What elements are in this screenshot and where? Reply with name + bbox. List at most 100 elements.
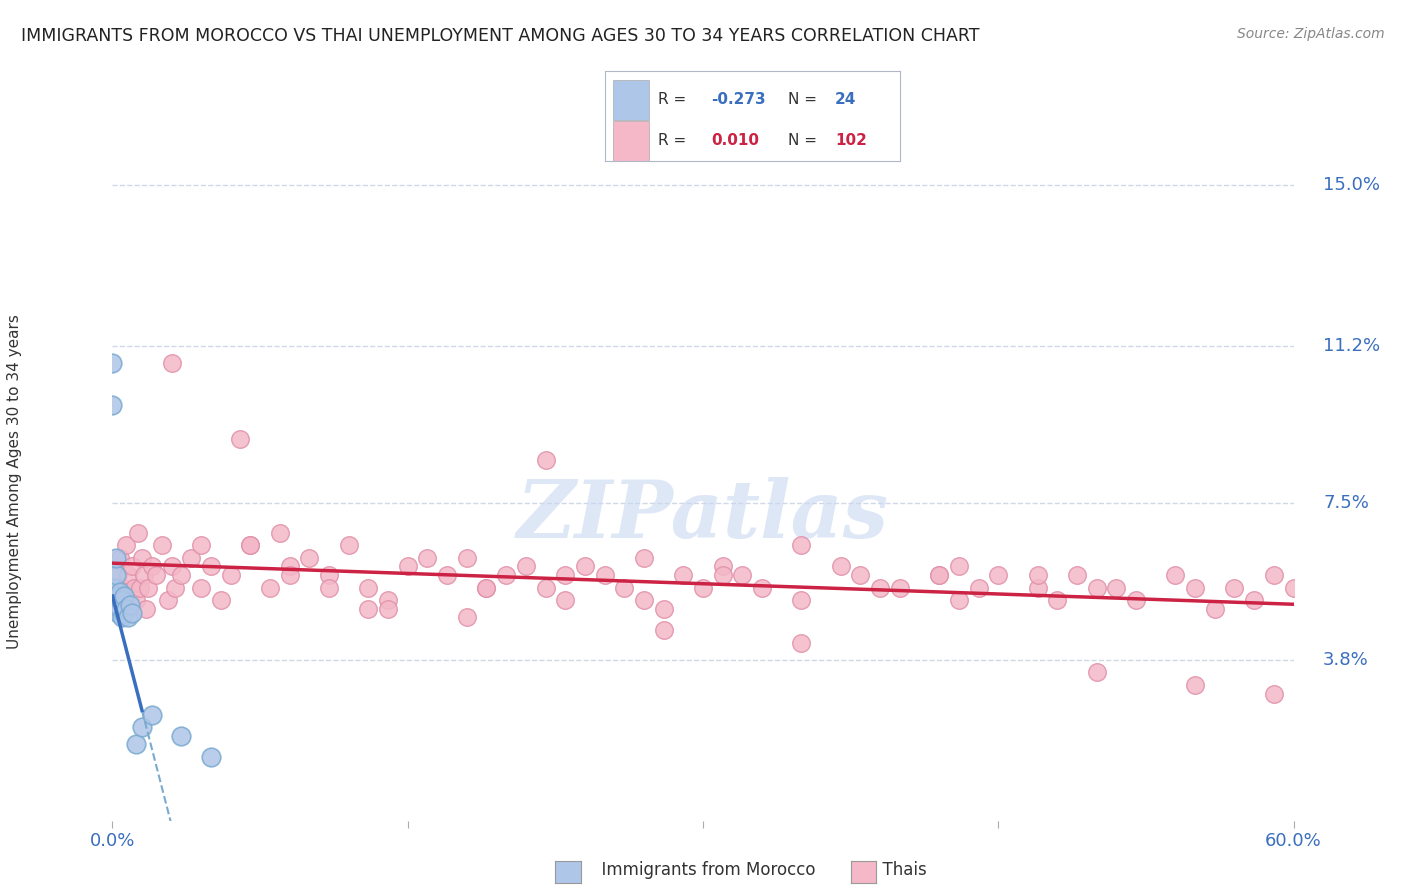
Point xyxy=(830,559,852,574)
Point xyxy=(731,568,754,582)
Point xyxy=(259,581,281,595)
Point xyxy=(112,602,135,616)
Point xyxy=(1164,568,1187,582)
Point xyxy=(239,538,262,552)
Point xyxy=(456,610,478,624)
Point xyxy=(278,568,301,582)
Point xyxy=(948,593,970,607)
Point xyxy=(928,568,950,582)
Point xyxy=(534,581,557,595)
Point xyxy=(136,581,159,595)
Text: 11.2%: 11.2% xyxy=(1323,337,1381,355)
Point xyxy=(120,589,142,603)
Text: ZIPatlas: ZIPatlas xyxy=(517,477,889,554)
Point xyxy=(1243,593,1265,607)
Point xyxy=(107,568,129,582)
Point xyxy=(613,581,636,595)
Point xyxy=(107,606,129,620)
Point xyxy=(105,568,128,582)
Point xyxy=(170,729,193,743)
Point xyxy=(1184,678,1206,692)
Point xyxy=(101,356,124,370)
Text: R =: R = xyxy=(658,93,690,107)
Point xyxy=(129,581,152,595)
Point xyxy=(111,581,134,595)
Point xyxy=(967,581,990,595)
Point xyxy=(145,568,167,582)
Point xyxy=(790,635,813,649)
Point xyxy=(160,559,183,574)
Point xyxy=(357,602,380,616)
Point xyxy=(122,581,145,595)
Point xyxy=(377,602,399,616)
Text: Unemployment Among Ages 30 to 34 years: Unemployment Among Ages 30 to 34 years xyxy=(7,314,21,649)
Point xyxy=(131,550,153,566)
Text: N =: N = xyxy=(787,93,821,107)
Point xyxy=(170,568,193,582)
Point xyxy=(849,568,872,582)
Point xyxy=(1085,581,1108,595)
Text: 15.0%: 15.0% xyxy=(1323,176,1381,194)
Point xyxy=(1263,687,1285,701)
Point xyxy=(1085,665,1108,680)
Text: Immigrants from Morocco: Immigrants from Morocco xyxy=(591,861,815,879)
Point xyxy=(200,559,222,574)
Point xyxy=(1046,593,1069,607)
Point xyxy=(115,538,138,552)
Point xyxy=(107,589,129,603)
Point xyxy=(103,581,125,595)
Point xyxy=(135,602,157,616)
Point xyxy=(111,610,134,624)
Text: Thais: Thais xyxy=(872,861,927,879)
Point xyxy=(318,581,340,595)
Point xyxy=(190,581,212,595)
Point xyxy=(209,593,232,607)
Point xyxy=(1026,581,1049,595)
Point xyxy=(105,550,128,566)
Point xyxy=(298,550,321,566)
Point xyxy=(125,737,148,751)
Point xyxy=(692,581,714,595)
Point xyxy=(141,707,163,722)
Point xyxy=(112,589,135,603)
Point xyxy=(105,593,128,607)
Point xyxy=(1105,581,1128,595)
Point xyxy=(165,581,187,595)
Point xyxy=(711,559,734,574)
Point xyxy=(515,559,537,574)
Text: IMMIGRANTS FROM MOROCCO VS THAI UNEMPLOYMENT AMONG AGES 30 TO 34 YEARS CORRELATI: IMMIGRANTS FROM MOROCCO VS THAI UNEMPLOY… xyxy=(21,27,980,45)
Point xyxy=(416,550,439,566)
Point xyxy=(1204,602,1226,616)
Text: -0.273: -0.273 xyxy=(711,93,765,107)
Point xyxy=(652,602,675,616)
Text: Source: ZipAtlas.com: Source: ZipAtlas.com xyxy=(1237,27,1385,41)
Point xyxy=(633,550,655,566)
Point xyxy=(156,593,179,607)
Point xyxy=(121,559,143,574)
Point xyxy=(120,598,142,612)
Text: 102: 102 xyxy=(835,134,866,148)
Point xyxy=(219,568,242,582)
Point xyxy=(869,581,891,595)
Point xyxy=(269,525,291,540)
Text: 3.8%: 3.8% xyxy=(1323,650,1369,669)
Point xyxy=(1223,581,1246,595)
Point xyxy=(180,550,202,566)
Point xyxy=(396,559,419,574)
FancyBboxPatch shape xyxy=(613,80,650,120)
Point xyxy=(495,568,517,582)
Point xyxy=(112,606,135,620)
Text: 0.010: 0.010 xyxy=(711,134,759,148)
Point xyxy=(115,602,138,616)
Text: 24: 24 xyxy=(835,93,856,107)
Point xyxy=(190,538,212,552)
Point xyxy=(790,538,813,552)
Point xyxy=(593,568,616,582)
Text: R =: R = xyxy=(658,134,690,148)
Point xyxy=(889,581,911,595)
Point xyxy=(790,593,813,607)
Point xyxy=(105,593,128,607)
Point xyxy=(125,593,148,607)
Point xyxy=(948,559,970,574)
Point xyxy=(318,568,340,582)
